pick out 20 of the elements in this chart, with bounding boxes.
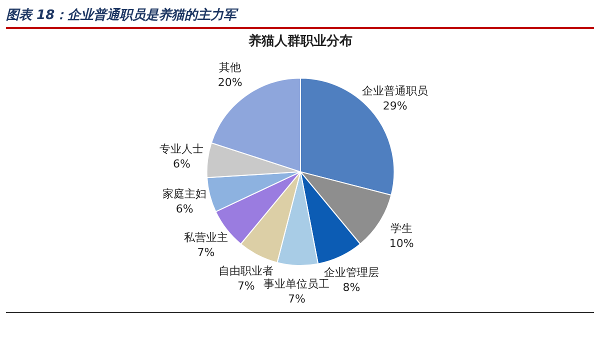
data-label: 6% bbox=[176, 202, 194, 216]
slice-label: 家庭主妇 bbox=[162, 187, 207, 200]
data-label: 20% bbox=[218, 76, 242, 89]
data-label: 10% bbox=[389, 236, 414, 250]
slice-label: 企业管理层 bbox=[324, 266, 379, 279]
slice-label: 其他 bbox=[219, 60, 242, 74]
slice-label: 企业普通职员 bbox=[362, 84, 428, 98]
slice-label: 专业人士 bbox=[160, 142, 204, 156]
slice-label: 私营业主 bbox=[184, 231, 228, 244]
data-label: 29% bbox=[382, 99, 408, 112]
data-label: 7% bbox=[288, 292, 306, 306]
data-label: 7% bbox=[237, 279, 255, 292]
chart-title: 图表 18：企业普通职员是养猫的主力军 bbox=[6, 6, 594, 29]
slice-label: 学生 bbox=[390, 222, 413, 235]
data-label: 8% bbox=[342, 280, 360, 294]
data-label: 7% bbox=[197, 246, 215, 260]
chart-subtitle: 养猫人群职业分布 bbox=[248, 33, 352, 50]
slice-label: 自由职业者 bbox=[218, 264, 274, 278]
data-label: 6% bbox=[173, 158, 190, 171]
slice-label: 事业单位员工 bbox=[264, 277, 330, 290]
